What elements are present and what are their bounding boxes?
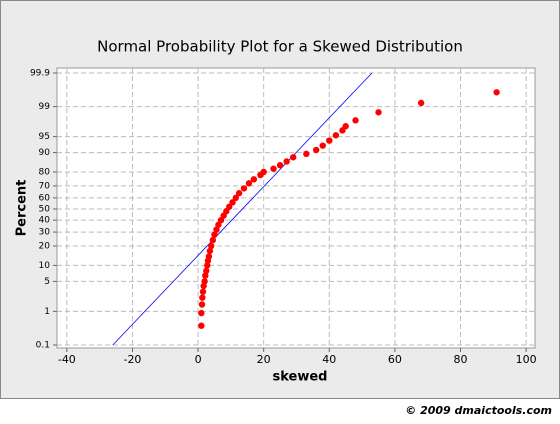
data-point [205, 253, 213, 260]
y-tick-label: 99.9 [30, 69, 50, 79]
data-point [342, 123, 349, 130]
x-tick-label: 60 [388, 353, 402, 366]
data-point [213, 226, 220, 233]
y-axis-label: Percent [15, 180, 30, 237]
data-point [312, 146, 320, 154]
x-tick-label: 80 [454, 353, 468, 366]
x-axis-label: skewed [273, 370, 328, 385]
data-point [232, 194, 239, 202]
data-point [235, 190, 243, 197]
data-point [202, 272, 209, 279]
data-point [207, 242, 215, 250]
data-point [209, 236, 217, 244]
data-point [260, 168, 267, 176]
y-tick-label: 40 [39, 216, 51, 226]
y-tick-label: 10 [39, 261, 51, 271]
footer: © 2009 dmaictools.com [405, 404, 552, 417]
data-point [204, 262, 211, 269]
x-tick-label: -20 [123, 353, 141, 366]
x-tick-label: -40 [58, 353, 76, 366]
y-tick-label: 50 [39, 205, 51, 215]
data-point [303, 150, 310, 158]
data-point [250, 176, 258, 183]
data-point [198, 301, 206, 308]
data-point [206, 247, 214, 255]
data-point [375, 109, 382, 116]
data-point [270, 165, 277, 172]
data-point [211, 231, 218, 238]
data-point [203, 267, 210, 275]
plot-area [56, 67, 536, 349]
fit-line [112, 72, 373, 346]
data-point [201, 278, 208, 285]
data-point [226, 203, 233, 210]
x-tick-label: 40 [322, 353, 336, 366]
data-point [493, 89, 500, 96]
data-point [319, 142, 326, 149]
data-point [229, 199, 236, 206]
data-point [352, 117, 359, 124]
y-tick-label: 20 [39, 242, 51, 252]
y-tick-label: 80 [39, 167, 51, 177]
y-tick-label: 95 [39, 132, 50, 142]
y-tick-label: 90 [39, 148, 51, 158]
data-point [332, 132, 340, 139]
x-tick-label: 0 [195, 353, 202, 366]
data-point [417, 99, 425, 107]
data-point [283, 158, 290, 165]
y-tick-label: 1 [44, 307, 50, 317]
chart-title: Normal Probability Plot for a Skewed Dis… [97, 38, 463, 56]
data-point [290, 154, 297, 161]
y-tick-label: 0.1 [36, 341, 50, 351]
y-tick-label: 70 [39, 181, 51, 191]
data-point [240, 185, 248, 192]
data-point [198, 309, 205, 317]
y-tick-label: 30 [39, 228, 51, 238]
data-point [326, 137, 333, 144]
data-point [199, 294, 206, 301]
data-point [199, 288, 207, 295]
y-tick-label: 60 [39, 193, 51, 203]
y-tick-label: 5 [44, 277, 50, 287]
data-point [198, 322, 205, 329]
x-tick-label: 100 [516, 353, 537, 366]
y-tick-label: 99 [39, 102, 51, 112]
x-tick-label: 20 [257, 353, 271, 366]
data-point [245, 180, 253, 187]
data-point [276, 162, 284, 169]
